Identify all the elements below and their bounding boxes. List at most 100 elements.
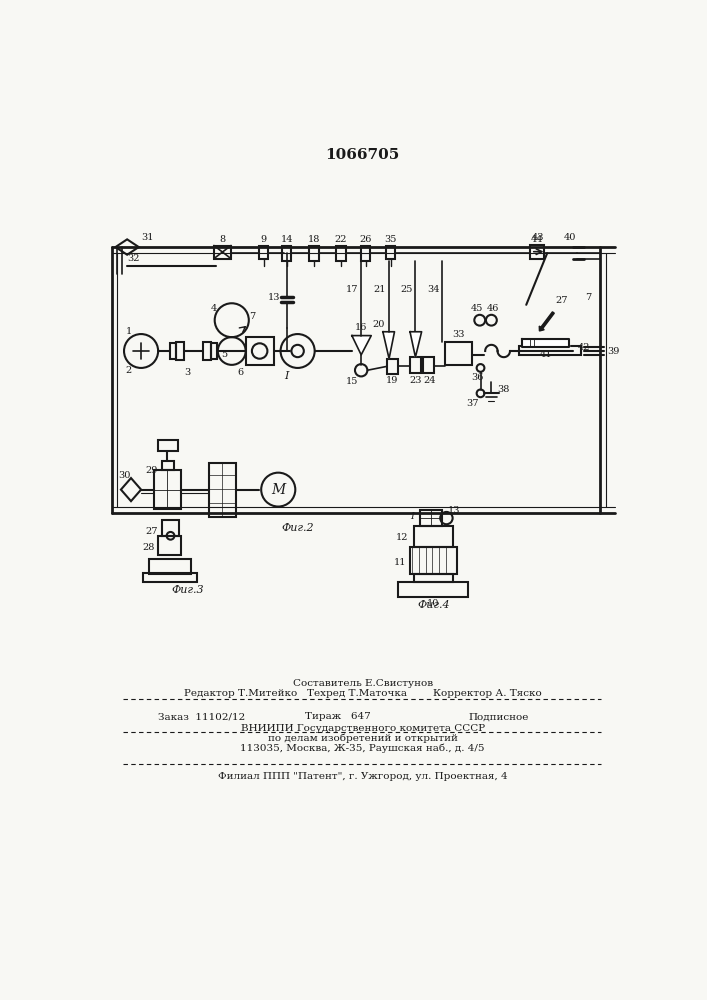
Polygon shape — [352, 336, 371, 355]
Text: 13: 13 — [268, 293, 281, 302]
Polygon shape — [383, 332, 395, 359]
Text: 45: 45 — [472, 304, 484, 313]
Text: 32: 32 — [127, 254, 139, 263]
Bar — [414, 526, 452, 547]
Bar — [309, 246, 319, 261]
Text: 3: 3 — [185, 368, 191, 377]
Text: Фиг.4: Фиг.4 — [417, 600, 450, 610]
Bar — [214, 246, 231, 259]
Text: 27: 27 — [555, 296, 568, 305]
Text: 1: 1 — [126, 327, 132, 336]
Bar — [410, 547, 457, 574]
Text: 16: 16 — [355, 323, 368, 332]
Text: 8: 8 — [219, 235, 226, 244]
Text: 20: 20 — [373, 320, 385, 329]
Text: 34: 34 — [427, 285, 440, 294]
Bar — [158, 536, 182, 555]
Text: 42: 42 — [578, 343, 590, 352]
Text: 15: 15 — [346, 377, 358, 386]
Text: 5: 5 — [221, 350, 227, 359]
Text: I: I — [410, 512, 414, 521]
Text: 38: 38 — [497, 385, 509, 394]
Text: 25: 25 — [400, 285, 412, 294]
Text: 44: 44 — [531, 235, 544, 244]
Text: Фиг.3: Фиг.3 — [171, 585, 204, 595]
Text: 12: 12 — [396, 533, 409, 542]
Bar — [386, 246, 395, 259]
Bar — [530, 245, 544, 259]
Text: 19: 19 — [386, 376, 398, 385]
Bar — [143, 573, 197, 582]
Bar — [420, 510, 442, 526]
Text: Редактор Т.Митейко   Техред Т.Маточка        Корректор А. Тяско: Редактор Т.Митейко Техред Т.Маточка Корр… — [184, 689, 542, 698]
Text: 30: 30 — [118, 471, 130, 480]
Polygon shape — [522, 339, 569, 347]
Bar — [410, 357, 421, 373]
Bar — [337, 246, 346, 261]
Text: 35: 35 — [385, 235, 397, 244]
Text: 7: 7 — [585, 293, 591, 302]
Text: ВНИИПИ Государственного комитета СССР: ВНИИПИ Государственного комитета СССР — [240, 724, 485, 733]
Bar — [209, 463, 235, 517]
Bar — [162, 461, 174, 470]
Text: Филиал ППП "Патент", г. Ужгород, ул. Проектная, 4: Филиал ППП "Патент", г. Ужгород, ул. Про… — [218, 772, 508, 781]
Text: 9: 9 — [260, 235, 267, 244]
Text: 41: 41 — [539, 350, 552, 359]
Text: 23: 23 — [409, 376, 421, 385]
Text: 46: 46 — [486, 304, 499, 313]
Text: Заказ  11102/12: Заказ 11102/12 — [158, 712, 245, 721]
Text: M: M — [271, 483, 286, 497]
Bar — [445, 342, 472, 365]
Bar — [414, 574, 452, 582]
Text: 1066705: 1066705 — [326, 148, 400, 162]
Text: 13: 13 — [448, 506, 460, 515]
Text: Составитель Е.Свистунов: Составитель Е.Свистунов — [293, 679, 433, 688]
Text: 39: 39 — [607, 347, 620, 356]
Text: 11: 11 — [394, 558, 407, 567]
Text: 40: 40 — [564, 233, 577, 242]
Text: 18: 18 — [308, 235, 320, 244]
Text: 36: 36 — [472, 373, 484, 382]
Bar — [176, 342, 184, 360]
Text: 24: 24 — [423, 376, 436, 385]
Bar — [170, 343, 176, 359]
Text: 33: 33 — [452, 330, 464, 339]
Text: I: I — [284, 371, 288, 381]
Text: 27: 27 — [146, 527, 158, 536]
Text: 22: 22 — [335, 235, 347, 244]
Text: 37: 37 — [467, 399, 479, 408]
Bar — [361, 246, 370, 261]
Bar — [518, 346, 580, 355]
Bar — [154, 470, 182, 509]
Text: 26: 26 — [360, 235, 372, 244]
Text: Тираж   647: Тираж 647 — [305, 712, 371, 721]
Bar — [282, 246, 291, 261]
Text: Подписное: Подписное — [468, 712, 529, 721]
Bar — [203, 342, 211, 360]
Bar — [149, 559, 192, 574]
Text: 17: 17 — [346, 285, 358, 294]
Text: 4: 4 — [211, 304, 217, 313]
Bar — [162, 520, 179, 536]
Text: 29: 29 — [145, 466, 158, 475]
Text: 43: 43 — [532, 233, 544, 242]
Text: 113035, Москва, Ж-35, Раушская наб., д. 4/5: 113035, Москва, Ж-35, Раушская наб., д. … — [240, 744, 485, 753]
Bar — [158, 440, 177, 451]
Text: по делам изобретений и открытий: по делам изобретений и открытий — [268, 734, 457, 743]
Polygon shape — [410, 332, 421, 357]
Bar — [387, 359, 397, 374]
Text: 7: 7 — [250, 312, 256, 321]
Bar — [246, 337, 274, 365]
Bar — [259, 246, 268, 259]
Text: 31: 31 — [141, 233, 153, 242]
Bar — [423, 357, 434, 373]
Bar — [398, 582, 468, 597]
Text: 21: 21 — [373, 285, 386, 294]
FancyArrow shape — [539, 312, 554, 331]
Text: 14: 14 — [281, 235, 293, 244]
Text: 2: 2 — [126, 366, 132, 375]
Text: Фиг.2: Фиг.2 — [281, 523, 314, 533]
Text: 28: 28 — [143, 543, 155, 552]
Text: 10: 10 — [427, 599, 440, 608]
Text: 6: 6 — [238, 368, 243, 377]
